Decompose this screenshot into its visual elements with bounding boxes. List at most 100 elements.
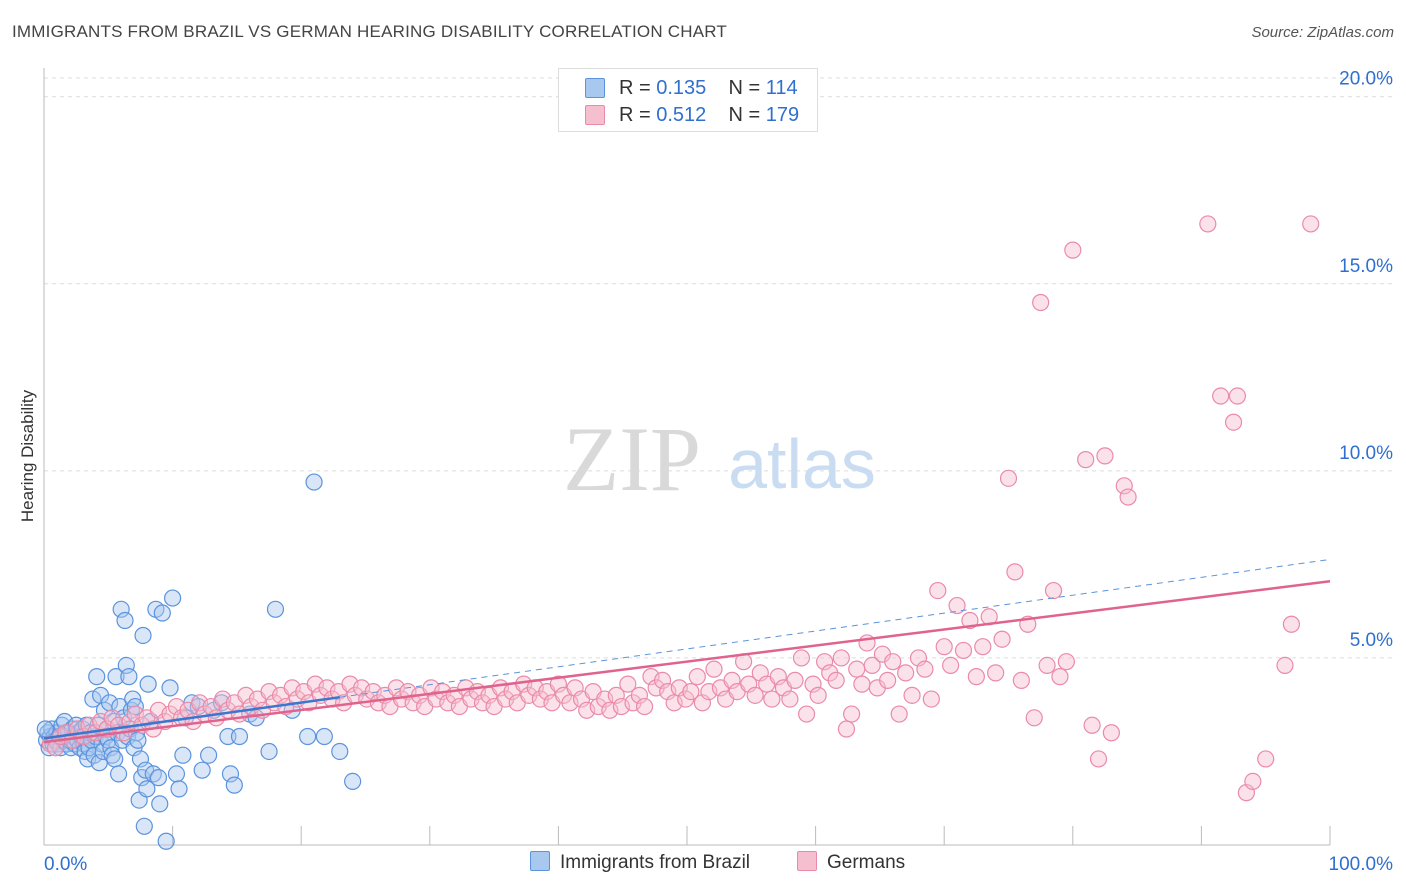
germans-point-130: [792, 649, 811, 667]
germans-point-118: [723, 671, 741, 689]
germans-point-103: [635, 697, 654, 716]
y-tick-label-3: 20.0%: [1339, 69, 1393, 90]
brazil-point-89: [167, 765, 186, 783]
x-tick-label-0: 0.0%: [44, 854, 87, 875]
y-tick-label-1: 10.0%: [1339, 443, 1393, 464]
series-germans-points: [41, 215, 1320, 802]
germans-n-label: N =: [728, 104, 761, 126]
y-axis-label: Hearing Disability: [18, 389, 37, 522]
y-tick-label-0: 5.0%: [1350, 630, 1393, 651]
axes: [43, 68, 1331, 846]
brazil-point-106: [266, 600, 285, 618]
germans-point-170: [1032, 293, 1050, 312]
germans-point-100: [619, 675, 637, 693]
germans-point-183: [1199, 215, 1217, 233]
germans-point-133: [809, 686, 827, 704]
brazil-r-label: R =: [619, 77, 651, 99]
legend-brazil-swatch: [530, 851, 550, 871]
germans-point-112: [688, 668, 706, 686]
germans-point-169: [1025, 709, 1043, 727]
germans-point-184: [1212, 387, 1230, 405]
germans-swatch: [585, 105, 605, 125]
brazil-point-102: [230, 727, 249, 746]
germans-point-167: [1012, 671, 1030, 689]
germans-point-180: [1102, 724, 1120, 742]
germans-n-value: 179: [765, 104, 800, 126]
legend-germans-label: Germans: [827, 852, 906, 873]
germans-point-179: [1096, 447, 1114, 465]
legend-brazil-label: Immigrants from Brazil: [560, 852, 751, 873]
x-tick-label-1: 100.0%: [1329, 854, 1394, 875]
germans-point-174: [1057, 653, 1075, 671]
germans-point-181: [1115, 477, 1133, 495]
grid-lines: [44, 77, 1394, 659]
germans-point-106: [653, 671, 672, 689]
germans-point-149: [897, 664, 915, 682]
brazil-point-96: [200, 746, 218, 764]
germans-point-111: [682, 682, 700, 701]
germans-point-182: [1119, 488, 1137, 506]
germans-point-178: [1089, 750, 1108, 768]
germans-point-126: [769, 668, 787, 686]
brazil-point-62: [117, 656, 135, 675]
brazil-point-58: [112, 600, 130, 618]
brazil-point-75: [134, 626, 152, 645]
legend-item-germans: Germans: [797, 851, 905, 874]
germans-point-129: [786, 671, 804, 689]
germans-point-190: [1276, 656, 1294, 675]
brazil-point-112: [344, 772, 362, 790]
germans-point-165: [999, 469, 1018, 487]
germans-point-146: [879, 671, 897, 689]
germans-point-185: [1224, 413, 1243, 431]
germans-trend-line: [43, 579, 1331, 744]
germans-point-102: [630, 686, 649, 704]
legend-item-brazil: Immigrants from Brazil: [530, 851, 750, 874]
germans-point-161: [974, 638, 992, 656]
brazil-point-101: [225, 776, 243, 794]
germans-point-192: [1302, 215, 1320, 233]
germans-r-label: R =: [619, 104, 651, 126]
brazil-point-76: [135, 817, 153, 835]
germans-point-143: [863, 656, 881, 675]
watermark: ZIP atlas: [563, 408, 876, 510]
y-tick-labels: 5.0% 10.0% 15.0% 20.0%: [1339, 69, 1393, 651]
germans-point-175: [1064, 241, 1082, 259]
brazil-point-100: [221, 765, 240, 783]
germans-point-150: [903, 686, 921, 704]
germans-point-177: [1083, 716, 1101, 734]
y-tick-label-2: 15.0%: [1339, 256, 1393, 277]
germans-point-191: [1282, 615, 1301, 633]
germans-point-159: [961, 611, 979, 630]
germans-point-163: [987, 664, 1005, 682]
germans-point-134: [816, 653, 834, 671]
germans-point-173: [1051, 668, 1069, 686]
series-brazil-points: [36, 473, 362, 850]
brazil-r-value: 0.135: [656, 77, 707, 99]
germans-point-154: [929, 581, 947, 600]
brazil-point-108: [299, 727, 317, 746]
brazil-point-95: [193, 761, 211, 779]
germans-point-166: [1006, 563, 1024, 581]
germans-point-138: [837, 720, 856, 738]
germans-point-137: [832, 649, 850, 667]
germans-point-153: [922, 690, 940, 708]
germans-point-189: [1257, 750, 1275, 768]
germans-point-155: [935, 638, 953, 656]
brazil-n-label: N =: [728, 77, 761, 99]
brazil-point-111: [331, 742, 349, 761]
germans-point-188: [1244, 772, 1262, 790]
legend-germans-swatch: [797, 851, 817, 871]
brazil-point-73: [131, 750, 150, 768]
germans-point-147: [884, 653, 902, 671]
germans-point-171: [1038, 656, 1056, 675]
germans-point-158: [954, 641, 973, 660]
brazil-point-79: [139, 675, 157, 693]
stats-legend: R = 0.135 N = 114 R = 0.512 N = 179: [558, 68, 818, 132]
germans-point-140: [848, 660, 866, 678]
germans-point-128: [781, 690, 799, 708]
brazil-point-54: [107, 668, 125, 686]
brazil-point-87: [161, 679, 179, 697]
brazil-point-88: [164, 589, 182, 607]
chart-title: IMMIGRANTS FROM BRAZIL VS GERMAN HEARING…: [12, 22, 727, 41]
